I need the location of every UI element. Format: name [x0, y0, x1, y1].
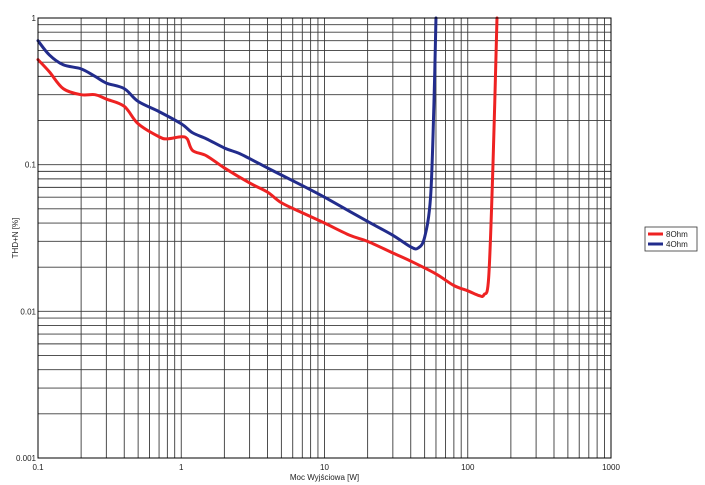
x-tick-label: 10	[320, 463, 329, 472]
legend: 8Ohm 4Ohm	[644, 226, 698, 252]
x-tick-label: 100	[461, 463, 475, 472]
legend-label-4ohm: 4Ohm	[666, 240, 688, 249]
tick-labels: 0.1 1 10 100 1000 0.001 0.01 0.1 1	[16, 14, 620, 472]
plot-frame	[37, 17, 612, 459]
series-line-4ohm	[36, 16, 438, 251]
y-tick-label: 0.001	[16, 454, 37, 463]
series-lines	[36, 16, 499, 298]
legend-label-8ohm: 8Ohm	[666, 230, 688, 239]
x-axis-label: Moc Wyjściowa [W]	[290, 473, 359, 482]
x-tick-label: 0.1	[32, 463, 44, 472]
y-axis-label: THD+N [%]	[11, 218, 20, 259]
y-tick-label: 0.1	[25, 161, 37, 170]
x-tick-label: 1000	[602, 463, 620, 472]
grid	[37, 18, 611, 459]
series-line-8ohm	[36, 16, 499, 298]
y-tick-label: 1	[32, 14, 37, 23]
y-tick-label: 0.01	[20, 307, 36, 316]
legend-box	[644, 226, 698, 252]
x-tick-label: 1	[179, 463, 184, 472]
